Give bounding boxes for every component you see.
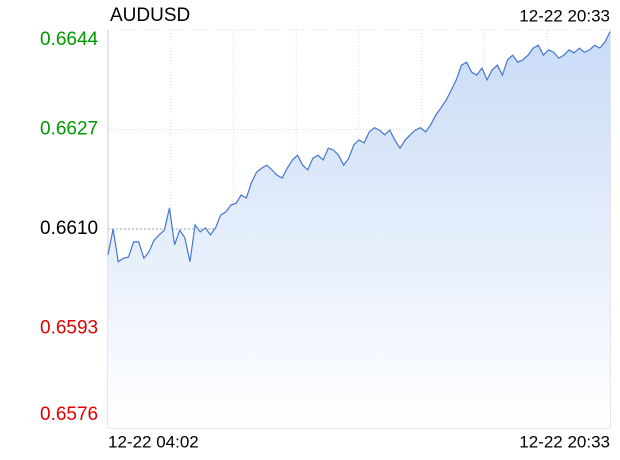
y-tick-label: 0.6593 — [40, 318, 98, 339]
area — [108, 31, 610, 428]
last-time: 12-22 20:33 — [519, 6, 610, 25]
y-tick-label: 0.6576 — [40, 404, 98, 425]
y-tick-label: 0.6610 — [40, 218, 98, 239]
x-tick-label: 12-22 04:02 — [108, 432, 199, 451]
y-tick-label: 0.6627 — [40, 119, 98, 140]
x-tick-label: 12-22 20:33 — [519, 432, 610, 451]
chart-title: AUDUSD — [110, 5, 190, 26]
price-line — [107, 31, 611, 263]
y-tick-label: 0.6644 — [40, 29, 99, 50]
